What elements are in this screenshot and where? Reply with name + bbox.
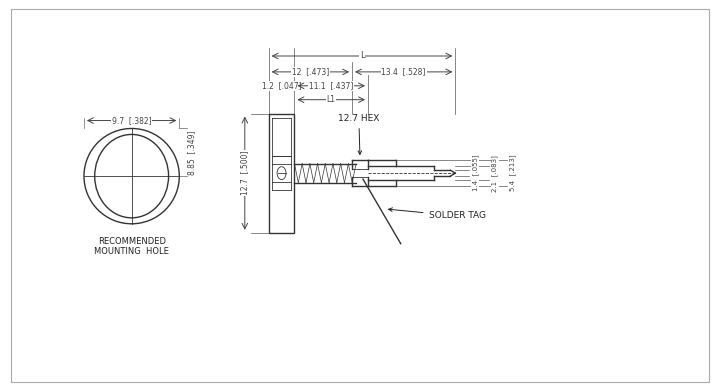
Bar bbox=[269, 114, 294, 233]
Text: SOLDER TAG: SOLDER TAG bbox=[389, 208, 485, 221]
Text: MOUNTING  HOLE: MOUNTING HOLE bbox=[94, 247, 169, 256]
Text: RECOMMENDED: RECOMMENDED bbox=[98, 237, 166, 246]
Text: 2.1  [.083]: 2.1 [.083] bbox=[492, 155, 498, 192]
Text: L: L bbox=[360, 52, 364, 61]
Text: 5.4  [.213]: 5.4 [.213] bbox=[510, 155, 516, 192]
Text: 12.7  [.500]: 12.7 [.500] bbox=[240, 151, 249, 196]
Text: 1.4  [.055]: 1.4 [.055] bbox=[472, 155, 479, 192]
Text: 8.85  [.349]: 8.85 [.349] bbox=[186, 130, 196, 174]
Text: 12.7 HEX: 12.7 HEX bbox=[338, 114, 379, 154]
Text: L1: L1 bbox=[327, 95, 336, 104]
Text: 9.7  [.382]: 9.7 [.382] bbox=[112, 116, 151, 125]
Text: 11.1  [.437]: 11.1 [.437] bbox=[309, 81, 354, 90]
Text: 1.2  [.047]: 1.2 [.047] bbox=[262, 81, 302, 90]
Text: 13.4  [.528]: 13.4 [.528] bbox=[382, 67, 426, 76]
Text: 12  [.473]: 12 [.473] bbox=[292, 67, 329, 76]
